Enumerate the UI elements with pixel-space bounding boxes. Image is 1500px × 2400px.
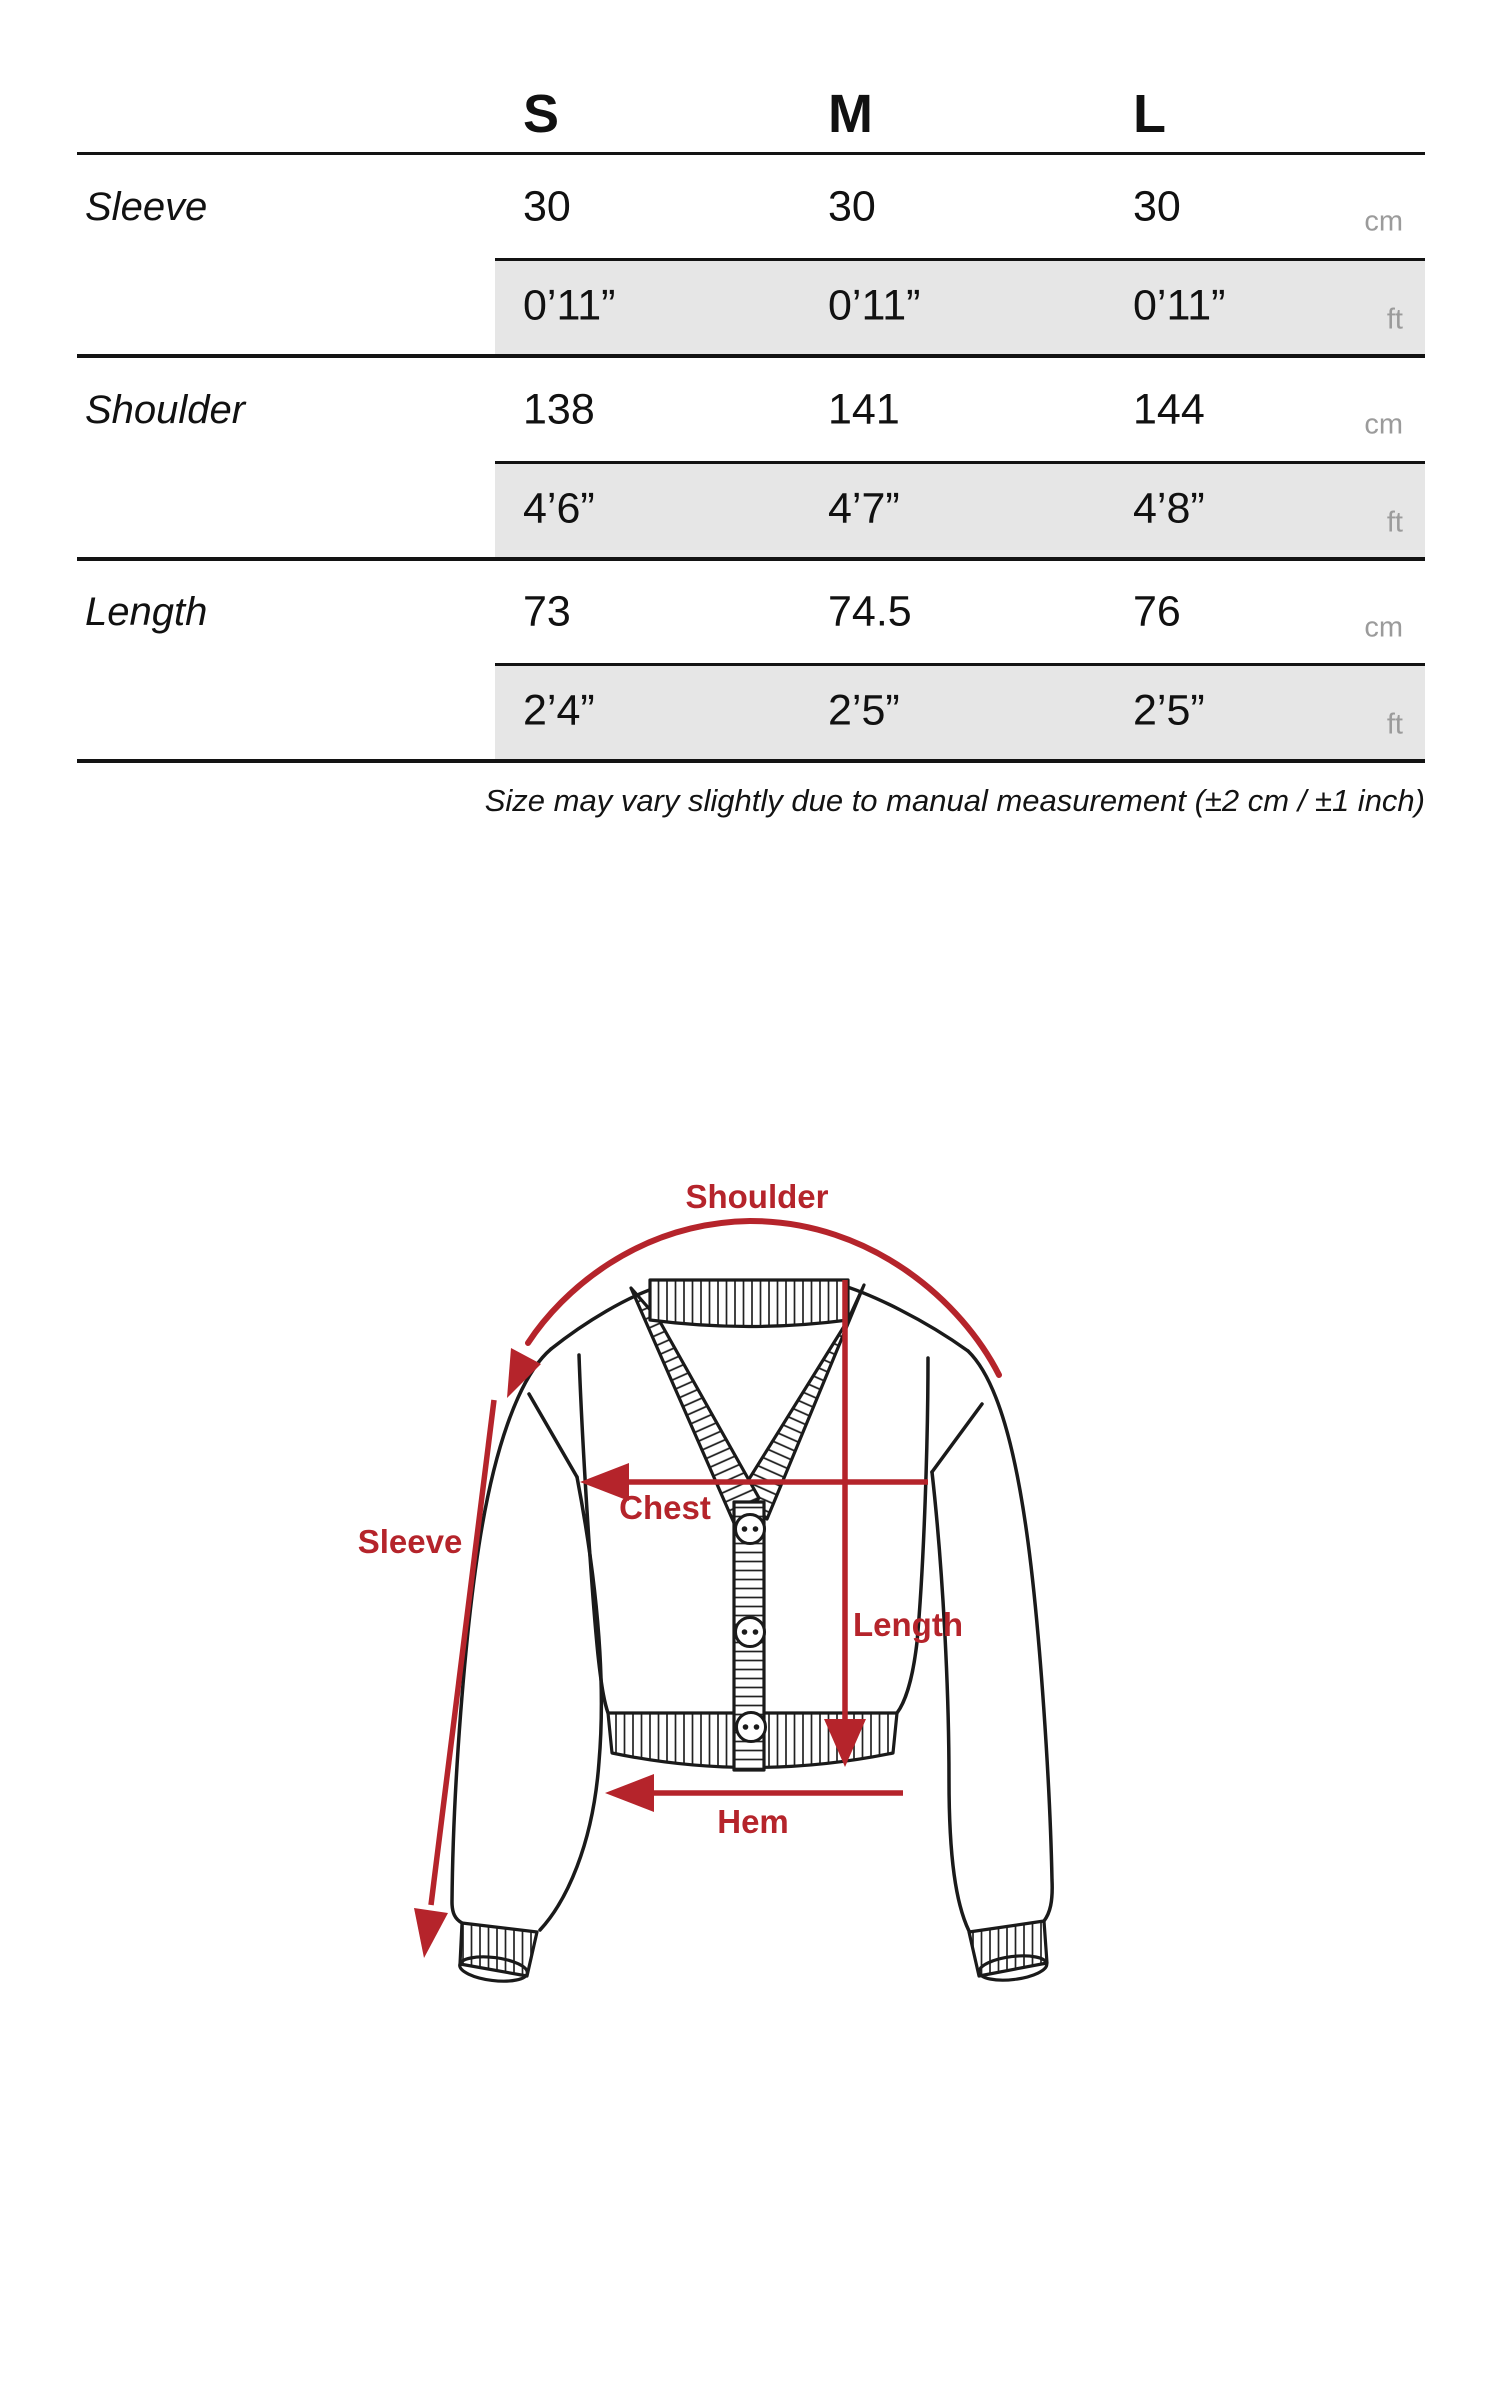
back-neck-band	[648, 1278, 850, 1329]
right-underarm-seam	[930, 1402, 984, 1474]
size-table: S M L Sleeve 30 30 30 cm 0’11” 0’11” 0’1…	[77, 55, 1425, 763]
length-cm-s: 73	[523, 587, 571, 636]
shoulder-ft-m: 4’7”	[828, 484, 900, 533]
unit-ft: ft	[1386, 303, 1403, 336]
measurement-arrows	[414, 1217, 1002, 1958]
shoulder-arrowhead-icon	[507, 1348, 541, 1398]
button-icon	[735, 1711, 767, 1743]
sleeve-cm-s: 30	[523, 182, 571, 230]
shoulder-cm-row: Shoulder 138 141 144 cm	[77, 358, 1425, 461]
sleeve-arrowhead-icon	[414, 1908, 448, 1958]
sleeve-ft-s: 0’11”	[523, 281, 616, 330]
length-ft-m: 2’5”	[828, 686, 900, 735]
left-underarm-seam	[527, 1392, 579, 1479]
chest-arrowhead-icon	[580, 1463, 629, 1501]
sleeve-cm-l: 30	[1133, 182, 1181, 230]
button-icon	[734, 1513, 766, 1545]
length-ft-s: 2’4”	[523, 686, 595, 735]
size-header-m: M	[828, 84, 873, 144]
diagram-label-sleeve: Sleeve	[358, 1523, 463, 1560]
gray-band	[495, 663, 1425, 759]
unit-cm: cm	[1364, 408, 1403, 441]
right-sleeve-outer	[966, 1349, 1054, 1923]
right-sleeve-inner	[930, 1470, 971, 1933]
diagram-label-shoulder: Shoulder	[685, 1178, 828, 1215]
diagram-label-hem: Hem	[717, 1803, 789, 1840]
measurement-note: Size may vary slightly due to manual mea…	[484, 783, 1425, 818]
diagram-label-chest: Chest	[619, 1489, 711, 1526]
length-ft-row: 2’4” 2’5” 2’5” ft	[77, 663, 1425, 763]
left-body-seam	[577, 1353, 610, 1715]
unit-cm: cm	[1364, 205, 1403, 238]
sleeve-arrow-line	[428, 1399, 497, 1906]
length-cm-row: Length 73 74.5 76 cm	[77, 561, 1425, 663]
row-label-length: Length	[85, 590, 208, 634]
sleeve-ft-row: 0’11” 0’11” 0’11” ft	[77, 258, 1425, 358]
size-header-row: S M L	[77, 55, 1425, 155]
diagram-label-length: Length	[853, 1606, 963, 1643]
gray-band	[495, 461, 1425, 557]
shoulder-ft-l: 4’8”	[1133, 484, 1205, 533]
right-body-seam	[895, 1356, 930, 1715]
shoulder-cm-m: 141	[828, 385, 900, 433]
length-cm-m: 74.5	[828, 587, 912, 636]
sleeve-ft-m: 0’11”	[828, 281, 921, 330]
shoulder-ft-s: 4’6”	[523, 484, 595, 533]
length-arrowhead-icon	[824, 1719, 866, 1767]
right-cuff-opening	[977, 1954, 1049, 1982]
row-label-sleeve: Sleeve	[85, 184, 208, 229]
unit-cm: cm	[1364, 611, 1403, 644]
size-header-s: S	[523, 84, 560, 144]
button-icon	[734, 1616, 766, 1648]
shoulder-ft-row: 4’6” 4’7” 4’8” ft	[77, 461, 1425, 561]
left-cuff-opening	[458, 1955, 529, 1983]
shoulder-arc-arrow	[525, 1217, 1002, 1378]
sleeve-cm-m: 30	[828, 182, 876, 230]
length-ft-l: 2’5”	[1133, 686, 1205, 735]
shoulder-cm-l: 144	[1133, 385, 1205, 433]
size-header-l: L	[1133, 84, 1166, 144]
gray-band	[495, 258, 1425, 354]
length-cm-l: 76	[1133, 587, 1181, 636]
buttons	[734, 1513, 767, 1743]
unit-ft: ft	[1386, 708, 1403, 741]
unit-ft: ft	[1386, 506, 1403, 539]
hem-arrowhead-icon	[605, 1774, 654, 1812]
row-label-shoulder: Shoulder	[85, 387, 246, 432]
cardigan-ribbed-trims	[458, 1278, 1049, 1983]
left-sleeve-outer	[450, 1347, 553, 1925]
cardigan-measurement-diagram: Shoulder Chest Sleeve Length Hem	[358, 1178, 1054, 1983]
shoulder-cm-s: 138	[523, 385, 595, 433]
right-shoulder-seam	[836, 1282, 970, 1353]
sleeve-ft-l: 0’11”	[1133, 281, 1226, 330]
cardigan-outline	[450, 1282, 1054, 1933]
sleeve-cm-row: Sleeve 30 30 30 cm	[77, 155, 1425, 258]
left-sleeve-inner	[538, 1475, 604, 1932]
